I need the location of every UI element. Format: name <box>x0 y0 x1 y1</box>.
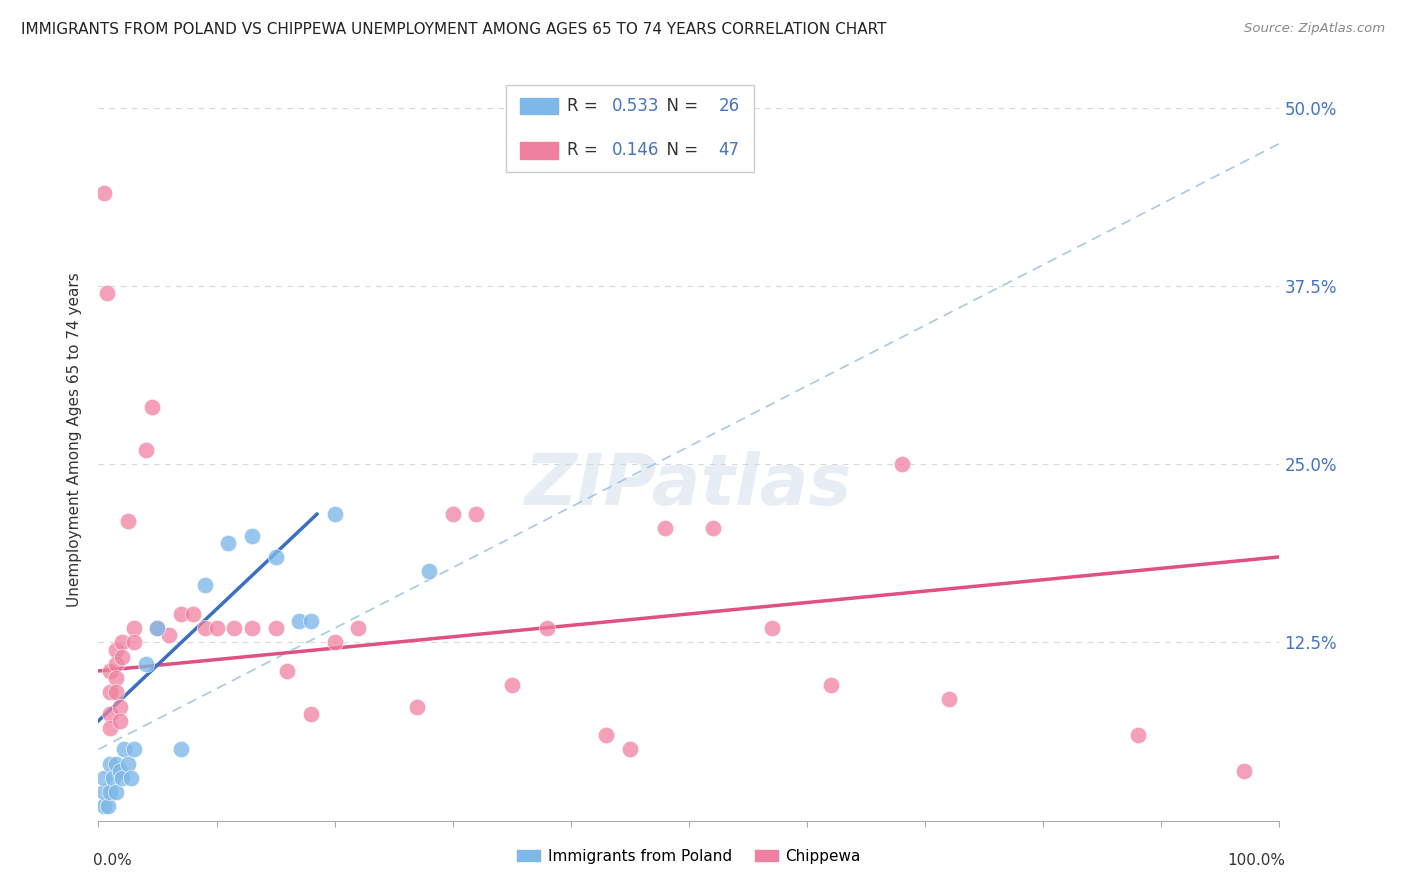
Point <box>101 771 124 785</box>
Text: 0.146: 0.146 <box>612 141 659 160</box>
Point <box>170 607 193 621</box>
Point <box>111 771 134 785</box>
Point <box>595 728 617 742</box>
Point <box>105 671 128 685</box>
Point <box>146 621 169 635</box>
Point <box>98 706 121 721</box>
Point <box>224 621 246 635</box>
Text: 100.0%: 100.0% <box>1227 853 1285 868</box>
Text: 0.533: 0.533 <box>612 97 659 115</box>
Point <box>702 521 724 535</box>
Legend: Immigrants from Poland, Chippewa: Immigrants from Poland, Chippewa <box>510 843 868 871</box>
FancyBboxPatch shape <box>506 85 754 172</box>
Bar <box>520 142 558 159</box>
Point <box>141 401 163 415</box>
Point <box>112 742 135 756</box>
Point <box>299 614 322 628</box>
Text: N =: N = <box>655 97 703 115</box>
Point <box>93 771 115 785</box>
Point <box>96 286 118 301</box>
Point <box>240 621 263 635</box>
Point <box>135 657 157 671</box>
Text: 26: 26 <box>718 97 740 115</box>
Point <box>105 756 128 771</box>
Text: N =: N = <box>655 141 703 160</box>
Bar <box>520 97 558 114</box>
Point <box>276 664 298 678</box>
Point <box>194 621 217 635</box>
Point <box>122 635 145 649</box>
Point <box>264 549 287 564</box>
Point <box>146 621 169 635</box>
Point <box>441 507 464 521</box>
Text: 0.0%: 0.0% <box>93 853 131 868</box>
Point <box>181 607 204 621</box>
Point <box>536 621 558 635</box>
Point <box>108 714 131 728</box>
Point <box>105 785 128 799</box>
Point <box>98 756 121 771</box>
Point <box>761 621 783 635</box>
Point <box>98 785 121 799</box>
Text: ZIPatlas: ZIPatlas <box>526 450 852 519</box>
Point <box>820 678 842 692</box>
Point <box>240 528 263 542</box>
Point <box>135 442 157 457</box>
Point <box>170 742 193 756</box>
Point <box>122 742 145 756</box>
Point <box>323 507 346 521</box>
Point <box>619 742 641 756</box>
Point <box>122 621 145 635</box>
Point <box>890 457 912 471</box>
Point <box>347 621 370 635</box>
Point <box>501 678 523 692</box>
Point <box>217 535 239 549</box>
Point <box>288 614 311 628</box>
Point <box>108 764 131 778</box>
Point <box>157 628 180 642</box>
Point <box>117 514 139 528</box>
Point <box>406 699 429 714</box>
Point <box>93 785 115 799</box>
Point <box>323 635 346 649</box>
Point <box>111 649 134 664</box>
Point <box>938 692 960 706</box>
Point <box>98 721 121 735</box>
Text: R =: R = <box>567 141 603 160</box>
Text: Source: ZipAtlas.com: Source: ZipAtlas.com <box>1244 22 1385 36</box>
Point <box>108 699 131 714</box>
Point <box>105 685 128 699</box>
Point <box>418 564 440 578</box>
Text: R =: R = <box>567 97 603 115</box>
Point <box>299 706 322 721</box>
Text: IMMIGRANTS FROM POLAND VS CHIPPEWA UNEMPLOYMENT AMONG AGES 65 TO 74 YEARS CORREL: IMMIGRANTS FROM POLAND VS CHIPPEWA UNEMP… <box>21 22 887 37</box>
Point <box>97 799 120 814</box>
Point <box>1233 764 1256 778</box>
Point <box>117 756 139 771</box>
Point <box>121 771 143 785</box>
Point <box>98 685 121 699</box>
Text: 47: 47 <box>718 141 740 160</box>
Point <box>654 521 676 535</box>
Point <box>105 642 128 657</box>
Point <box>111 635 134 649</box>
Point <box>465 507 488 521</box>
Point <box>93 799 115 814</box>
Point <box>205 621 228 635</box>
Point <box>93 186 115 201</box>
Point <box>1126 728 1149 742</box>
Point <box>194 578 217 592</box>
Point <box>264 621 287 635</box>
Y-axis label: Unemployment Among Ages 65 to 74 years: Unemployment Among Ages 65 to 74 years <box>67 272 83 607</box>
Point <box>98 664 121 678</box>
Point <box>105 657 128 671</box>
